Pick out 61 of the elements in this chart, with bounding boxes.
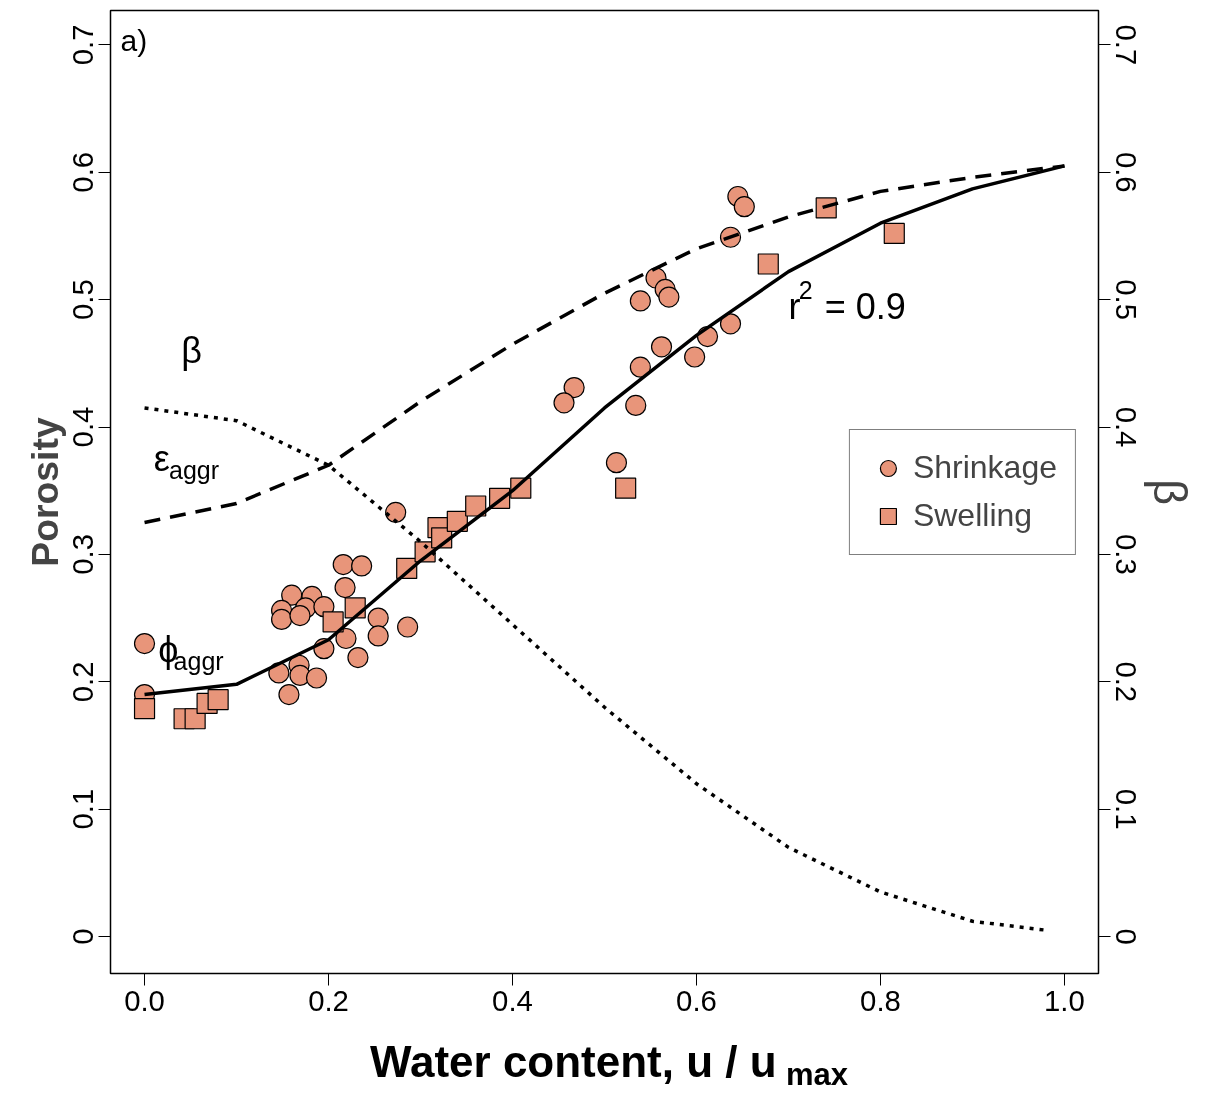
y-axis-title: Porosity — [23, 417, 66, 567]
point — [305, 667, 328, 689]
point — [563, 376, 585, 399]
point — [883, 222, 905, 245]
x-tick-label: 0.2 — [308, 983, 349, 1017]
point — [322, 611, 344, 633]
point — [757, 253, 779, 275]
point — [658, 286, 680, 308]
x-tick-label: 0.4 — [492, 983, 533, 1017]
point — [629, 290, 651, 312]
x-tick-label: 0.6 — [676, 983, 717, 1017]
point — [397, 616, 419, 638]
legend-label: Shrinkage — [912, 449, 1057, 486]
y2-tick-label: 0.7 — [1109, 24, 1143, 66]
point — [733, 196, 755, 218]
annotation: β — [181, 330, 203, 372]
y-tick-label: 0 — [66, 928, 100, 945]
point — [271, 608, 293, 630]
point — [347, 647, 369, 669]
x-tick-label: 0.8 — [860, 983, 901, 1017]
point — [334, 576, 356, 599]
annotation: a) — [120, 24, 148, 57]
y2-tick-label: 0.5 — [1109, 279, 1143, 321]
y2-tick-label: 0.1 — [1109, 788, 1143, 830]
point — [629, 356, 651, 378]
y-tick-label: 0.4 — [66, 406, 100, 448]
point — [133, 633, 156, 655]
point — [553, 392, 575, 414]
point — [385, 501, 407, 523]
point — [367, 625, 389, 647]
y-tick-label: 0.5 — [66, 279, 100, 321]
point — [351, 555, 373, 577]
y2-tick-label: 0.2 — [1109, 661, 1143, 703]
point — [605, 452, 628, 474]
point — [719, 313, 742, 335]
y2-tick-label: 0.4 — [1109, 406, 1143, 448]
x-tick-label: 1.0 — [1044, 983, 1085, 1017]
point — [367, 607, 389, 629]
y2-tick-label: 0.3 — [1109, 534, 1143, 575]
point — [289, 604, 311, 627]
point — [684, 346, 706, 368]
y-tick-label: 0.2 — [66, 661, 100, 703]
y-tick-label: 0.3 — [66, 534, 100, 575]
point — [289, 664, 311, 687]
point — [207, 689, 229, 711]
y2-axis-title: β — [1143, 478, 1195, 506]
point — [335, 627, 357, 650]
y2-tick-label: 0.6 — [1109, 151, 1143, 193]
y-tick-label: 0.7 — [66, 24, 100, 66]
y-tick-label: 0.1 — [66, 788, 100, 830]
point — [650, 336, 673, 358]
point — [615, 477, 637, 499]
point — [278, 683, 300, 706]
point — [465, 495, 487, 517]
legend-label: Swelling — [912, 497, 1033, 534]
point — [625, 394, 647, 416]
y2-tick-label: 0 — [1109, 928, 1143, 945]
x-tick-label: 0.0 — [124, 983, 165, 1017]
point — [133, 697, 156, 720]
y-tick-label: 0.6 — [66, 151, 100, 193]
point — [332, 554, 354, 576]
